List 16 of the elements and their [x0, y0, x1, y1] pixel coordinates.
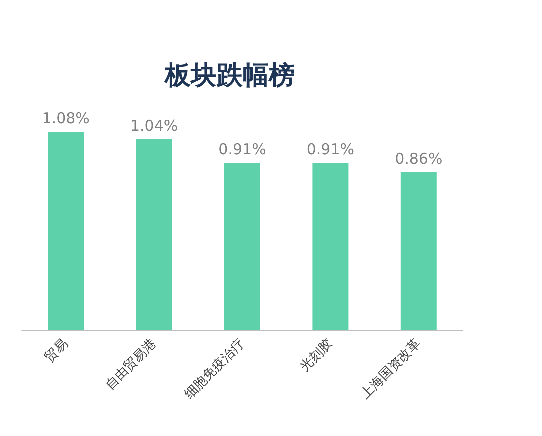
- x-tick-label: 自由贸易港: [103, 336, 160, 394]
- data-label: 1.04%: [130, 116, 178, 135]
- bar: [400, 172, 437, 330]
- bar: [48, 132, 84, 330]
- bar: [224, 163, 260, 330]
- x-tick-label: 细胞免疫治疗: [182, 336, 248, 402]
- chart-title: 板块跌幅榜: [164, 61, 295, 91]
- bar: [312, 163, 349, 330]
- x-tick-label: 上海国资改革: [358, 336, 424, 402]
- bar: [136, 139, 172, 330]
- data-label: 0.86%: [395, 150, 443, 168]
- data-label: 0.91%: [218, 140, 266, 159]
- x-tick-label: 贸易: [42, 336, 72, 366]
- data-label: 0.91%: [306, 140, 355, 159]
- data-label: 1.08%: [42, 109, 90, 128]
- x-tick-label: 光刻胶: [298, 336, 336, 375]
